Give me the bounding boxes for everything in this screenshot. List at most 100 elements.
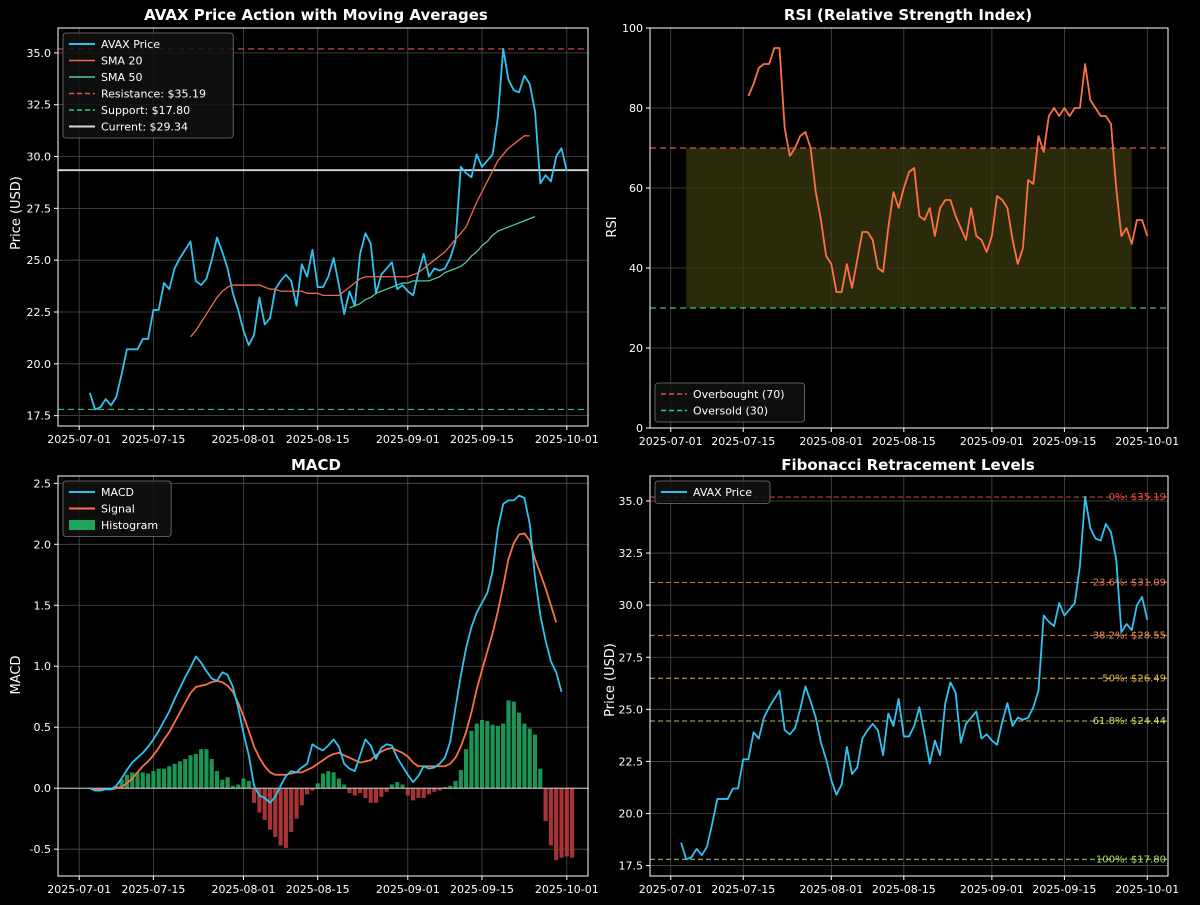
- fib-y-tick-label: 17.5: [619, 860, 644, 873]
- rsi-series-line: [747, 47, 1149, 293]
- macd-histogram-bar: [161, 768, 167, 789]
- macd-histogram-bar: [299, 788, 304, 806]
- macd-legend-swatch: [69, 520, 95, 530]
- macd-histogram-bar: [151, 771, 156, 789]
- rsi-legend-label: Oversold (30): [693, 405, 768, 418]
- rsi-legend: Overbought (70) Oversold (30): [654, 382, 805, 423]
- macd-histogram-bar: [124, 774, 129, 789]
- macd-histogram-bar: [384, 788, 389, 792]
- price-legend-label: AVAX Price: [101, 38, 160, 51]
- price-x-tick-label: 2025-10-01: [535, 433, 599, 446]
- macd-histogram-bar: [146, 773, 151, 789]
- macd-histogram: [87, 700, 575, 861]
- price-x-tick-label: 2025-07-15: [121, 433, 185, 446]
- macd-histogram-bar: [119, 779, 124, 789]
- price-legend-box: [62, 32, 234, 139]
- price-legend-label: Resistance: $35.19: [101, 88, 206, 101]
- macd-histogram-bar: [485, 721, 490, 789]
- rsi-y-tick-label: 20: [629, 342, 643, 355]
- macd-histogram-bar: [479, 719, 485, 789]
- price-y-tick-label: 20.0: [27, 358, 52, 371]
- macd-histogram-bar: [532, 734, 538, 789]
- price-y-tick-label: 22.5: [27, 306, 52, 319]
- macd-chart-title: MACD: [291, 456, 341, 474]
- fib-x-tick-label: 2025-07-01: [639, 883, 703, 896]
- macd-histogram-bar: [379, 788, 384, 797]
- macd-y-tick-label: 2.0: [34, 538, 52, 551]
- fib-y-tick-label: 20.0: [619, 808, 644, 821]
- macd-histogram-bar: [135, 772, 140, 789]
- fib-legend: AVAX Price: [654, 480, 771, 504]
- macd-histogram-bar: [140, 772, 145, 789]
- fib-x-tick-label: 2025-09-01: [960, 883, 1024, 896]
- fib-x-tick-label: 2025-08-01: [799, 883, 863, 896]
- fib-x-tick-label: 2025-07-15: [711, 883, 775, 896]
- price-legend: AVAX Price SMA 20 SMA 50 Resistance: $35.19…: [62, 32, 234, 139]
- fib-y-tick-label: 32.5: [619, 547, 644, 560]
- macd-histogram-bar: [204, 749, 209, 789]
- macd-histogram-bar: [236, 784, 241, 789]
- price-legend-label: Current: $29.34: [101, 121, 188, 134]
- price-axes-frame: [57, 27, 589, 427]
- rsi-chart-title: RSI (Relative Strength Index): [784, 6, 1032, 24]
- macd-histogram-bar: [193, 754, 198, 789]
- macd-histogram-bar: [177, 761, 182, 789]
- rsi-legend-label: Overbought (70): [693, 388, 785, 401]
- price-x-tick-label: 2025-09-01: [376, 433, 440, 446]
- macd-histogram-bar: [220, 779, 225, 789]
- macd-histogram-bar: [559, 788, 564, 858]
- macd-histogram-bar: [209, 758, 214, 789]
- macd-histogram-bar: [305, 788, 310, 795]
- macd-histogram-bar: [538, 768, 543, 789]
- price-x-tick-label: 2025-08-15: [286, 433, 350, 446]
- macd-x-tick-label: 2025-07-15: [121, 883, 185, 896]
- macd-histogram-bar: [458, 769, 463, 789]
- macd-histogram-bar: [283, 788, 288, 848]
- price-x-tick-label: 2025-09-15: [450, 433, 514, 446]
- fib-legend-label: AVAX Price: [693, 486, 752, 499]
- macd-histogram-bar: [342, 784, 347, 789]
- rsi-x-tick-label: 2025-10-01: [1115, 435, 1179, 448]
- macd-y-tick-label: 0.0: [34, 782, 52, 795]
- macd-histogram-bar: [522, 723, 527, 789]
- macd-histogram-bar: [395, 782, 400, 789]
- macd-histogram-bar: [464, 749, 469, 789]
- macd-histogram-bar: [426, 788, 432, 795]
- price-y-tick-label: 32.5: [27, 99, 52, 112]
- macd-histogram-bar: [114, 785, 119, 789]
- fibonacci-chart-ylabel: Price (USD): [603, 643, 618, 717]
- macd-histogram-bar: [225, 777, 230, 789]
- macd-histogram-bar: [432, 788, 437, 792]
- macd-x-tick-label: 2025-08-01: [212, 883, 276, 896]
- macd-legend-label: MACD: [101, 486, 134, 499]
- macd-histogram-bar: [246, 780, 251, 789]
- macd-legend: MACD Signal Histogram: [62, 480, 172, 537]
- macd-macd-line: [89, 494, 563, 804]
- fib-y-tick-label: 27.5: [619, 651, 644, 664]
- fibonacci-chart-panel: Fibonacci Retracement Levels Price (USD)…: [603, 456, 1179, 896]
- price-y-tick-label: 27.5: [27, 202, 52, 215]
- rsi-y-tick-label: 80: [629, 102, 643, 115]
- fib-x-tick-label: 2025-10-01: [1115, 883, 1179, 896]
- rsi-x-tick-label: 2025-08-15: [872, 435, 936, 448]
- fib-level-label: 100%: $17.80: [1096, 854, 1166, 865]
- macd-histogram-bar: [188, 755, 193, 789]
- fib-y-tick-label: 30.0: [619, 599, 644, 612]
- fib-x-tick-label: 2025-09-15: [1032, 883, 1096, 896]
- macd-histogram-bar: [416, 788, 421, 798]
- fib-x-tick-label: 2025-08-15: [872, 883, 936, 896]
- macd-histogram-bar: [501, 723, 506, 789]
- macd-histogram-bar: [453, 780, 458, 789]
- macd-histogram-bar: [230, 785, 235, 789]
- price-series-sma20: [190, 135, 530, 338]
- macd-histogram-bar: [326, 771, 331, 789]
- price-y-tick-label: 25.0: [27, 254, 52, 267]
- macd-histogram-bar: [214, 771, 220, 789]
- macd-histogram-bar: [469, 730, 474, 789]
- macd-histogram-bar: [548, 788, 553, 846]
- macd-histogram-bar: [172, 763, 177, 789]
- macd-x-tick-label: 2025-07-01: [47, 883, 111, 896]
- price-y-tick-label: 30.0: [27, 151, 52, 164]
- rsi-chart-ylabel: RSI: [605, 216, 620, 237]
- price-x-tick-label: 2025-07-01: [47, 433, 111, 446]
